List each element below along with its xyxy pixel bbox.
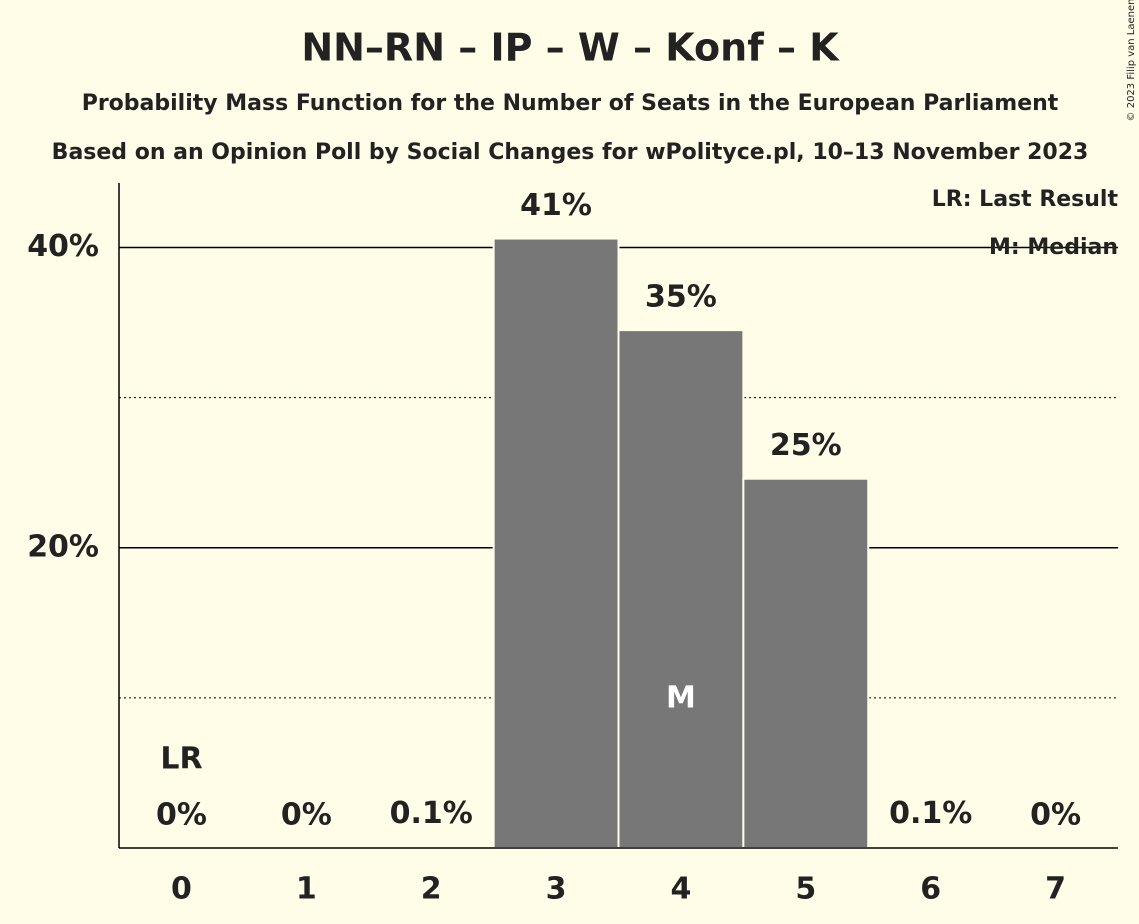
x-tick-label: 1 xyxy=(296,872,317,907)
bar xyxy=(492,237,620,850)
value-label: 0.1% xyxy=(390,796,473,831)
y-tick-label: 40% xyxy=(27,229,99,264)
legend-entry: LR: Last Result xyxy=(932,187,1119,212)
value-label: 41% xyxy=(520,188,592,223)
value-label: 35% xyxy=(645,280,717,315)
chart-subtitle: Probability Mass Function for the Number… xyxy=(82,91,1059,116)
x-tick-label: 6 xyxy=(920,872,941,907)
x-tick-label: 2 xyxy=(421,872,442,907)
marker-label: LR xyxy=(160,742,202,777)
value-label: 0% xyxy=(1030,798,1081,833)
x-tick-label: 4 xyxy=(671,872,692,907)
x-tick-label: 3 xyxy=(546,872,567,907)
y-tick-label: 20% xyxy=(27,529,99,564)
copyright: © 2023 Filip van Laenen xyxy=(1126,0,1137,121)
value-label: 0.1% xyxy=(889,796,972,831)
value-label: 0% xyxy=(156,798,207,833)
value-label: 25% xyxy=(770,428,842,463)
marker-label: M xyxy=(666,681,696,716)
bar xyxy=(742,477,870,849)
x-tick-label: 0 xyxy=(171,872,192,907)
bar xyxy=(617,329,745,849)
x-tick-label: 7 xyxy=(1045,872,1066,907)
x-tick-label: 5 xyxy=(795,872,816,907)
value-label: 0% xyxy=(281,798,332,833)
chart-source: Based on an Opinion Poll by Social Chang… xyxy=(52,140,1089,165)
chart-title: NN–RN – IP – W – Konf – K xyxy=(301,26,840,70)
legend-entry: M: Median xyxy=(989,235,1118,260)
